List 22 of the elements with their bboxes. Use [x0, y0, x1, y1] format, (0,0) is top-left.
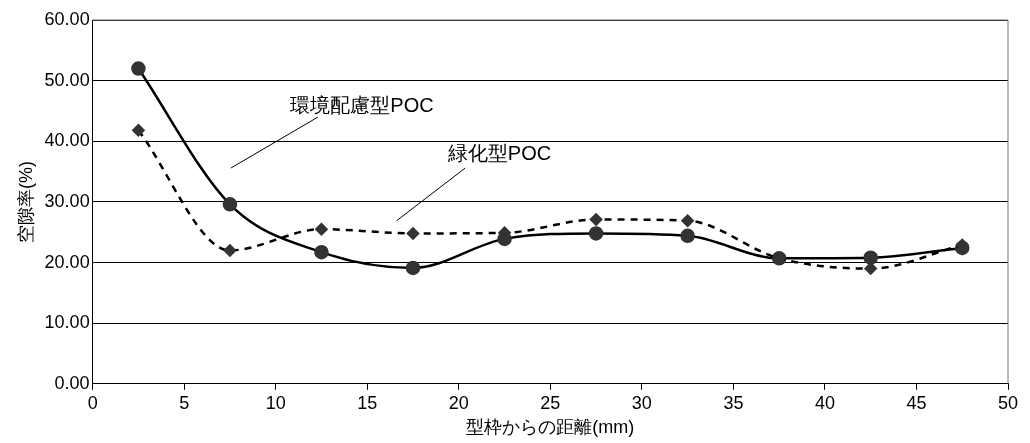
x-tick-label: 45 [906, 392, 927, 413]
x-tick-label: 30 [631, 392, 652, 413]
x-axis-title: 型枠からの距離(mm) [466, 417, 635, 438]
x-tick-label: 15 [357, 392, 378, 413]
y-tick-label: 0.00 [54, 372, 90, 393]
y-tick-label: 10.00 [44, 312, 90, 333]
y-tick-label: 60.00 [44, 8, 90, 29]
x-tick-label: 25 [540, 392, 561, 413]
x-tick-label: 10 [265, 392, 286, 413]
x-tick-label: 5 [179, 392, 190, 413]
y-tick-label: 30.00 [44, 190, 90, 211]
x-tick-label: 20 [448, 392, 469, 413]
y-tick-label: 50.00 [44, 69, 90, 90]
y-axis-title: 空隙率(%) [15, 160, 36, 243]
x-tick-label: 35 [723, 392, 744, 413]
annotation: 緑化型POC [446, 141, 552, 164]
x-tick-label: 50 [997, 392, 1019, 413]
annotation: 環境配慮型POC [290, 94, 434, 117]
x-tick-label: 0 [87, 392, 98, 413]
y-tick-label: 20.00 [44, 251, 90, 272]
y-tick-label: 40.00 [44, 130, 90, 151]
x-tick-label: 40 [814, 392, 835, 413]
